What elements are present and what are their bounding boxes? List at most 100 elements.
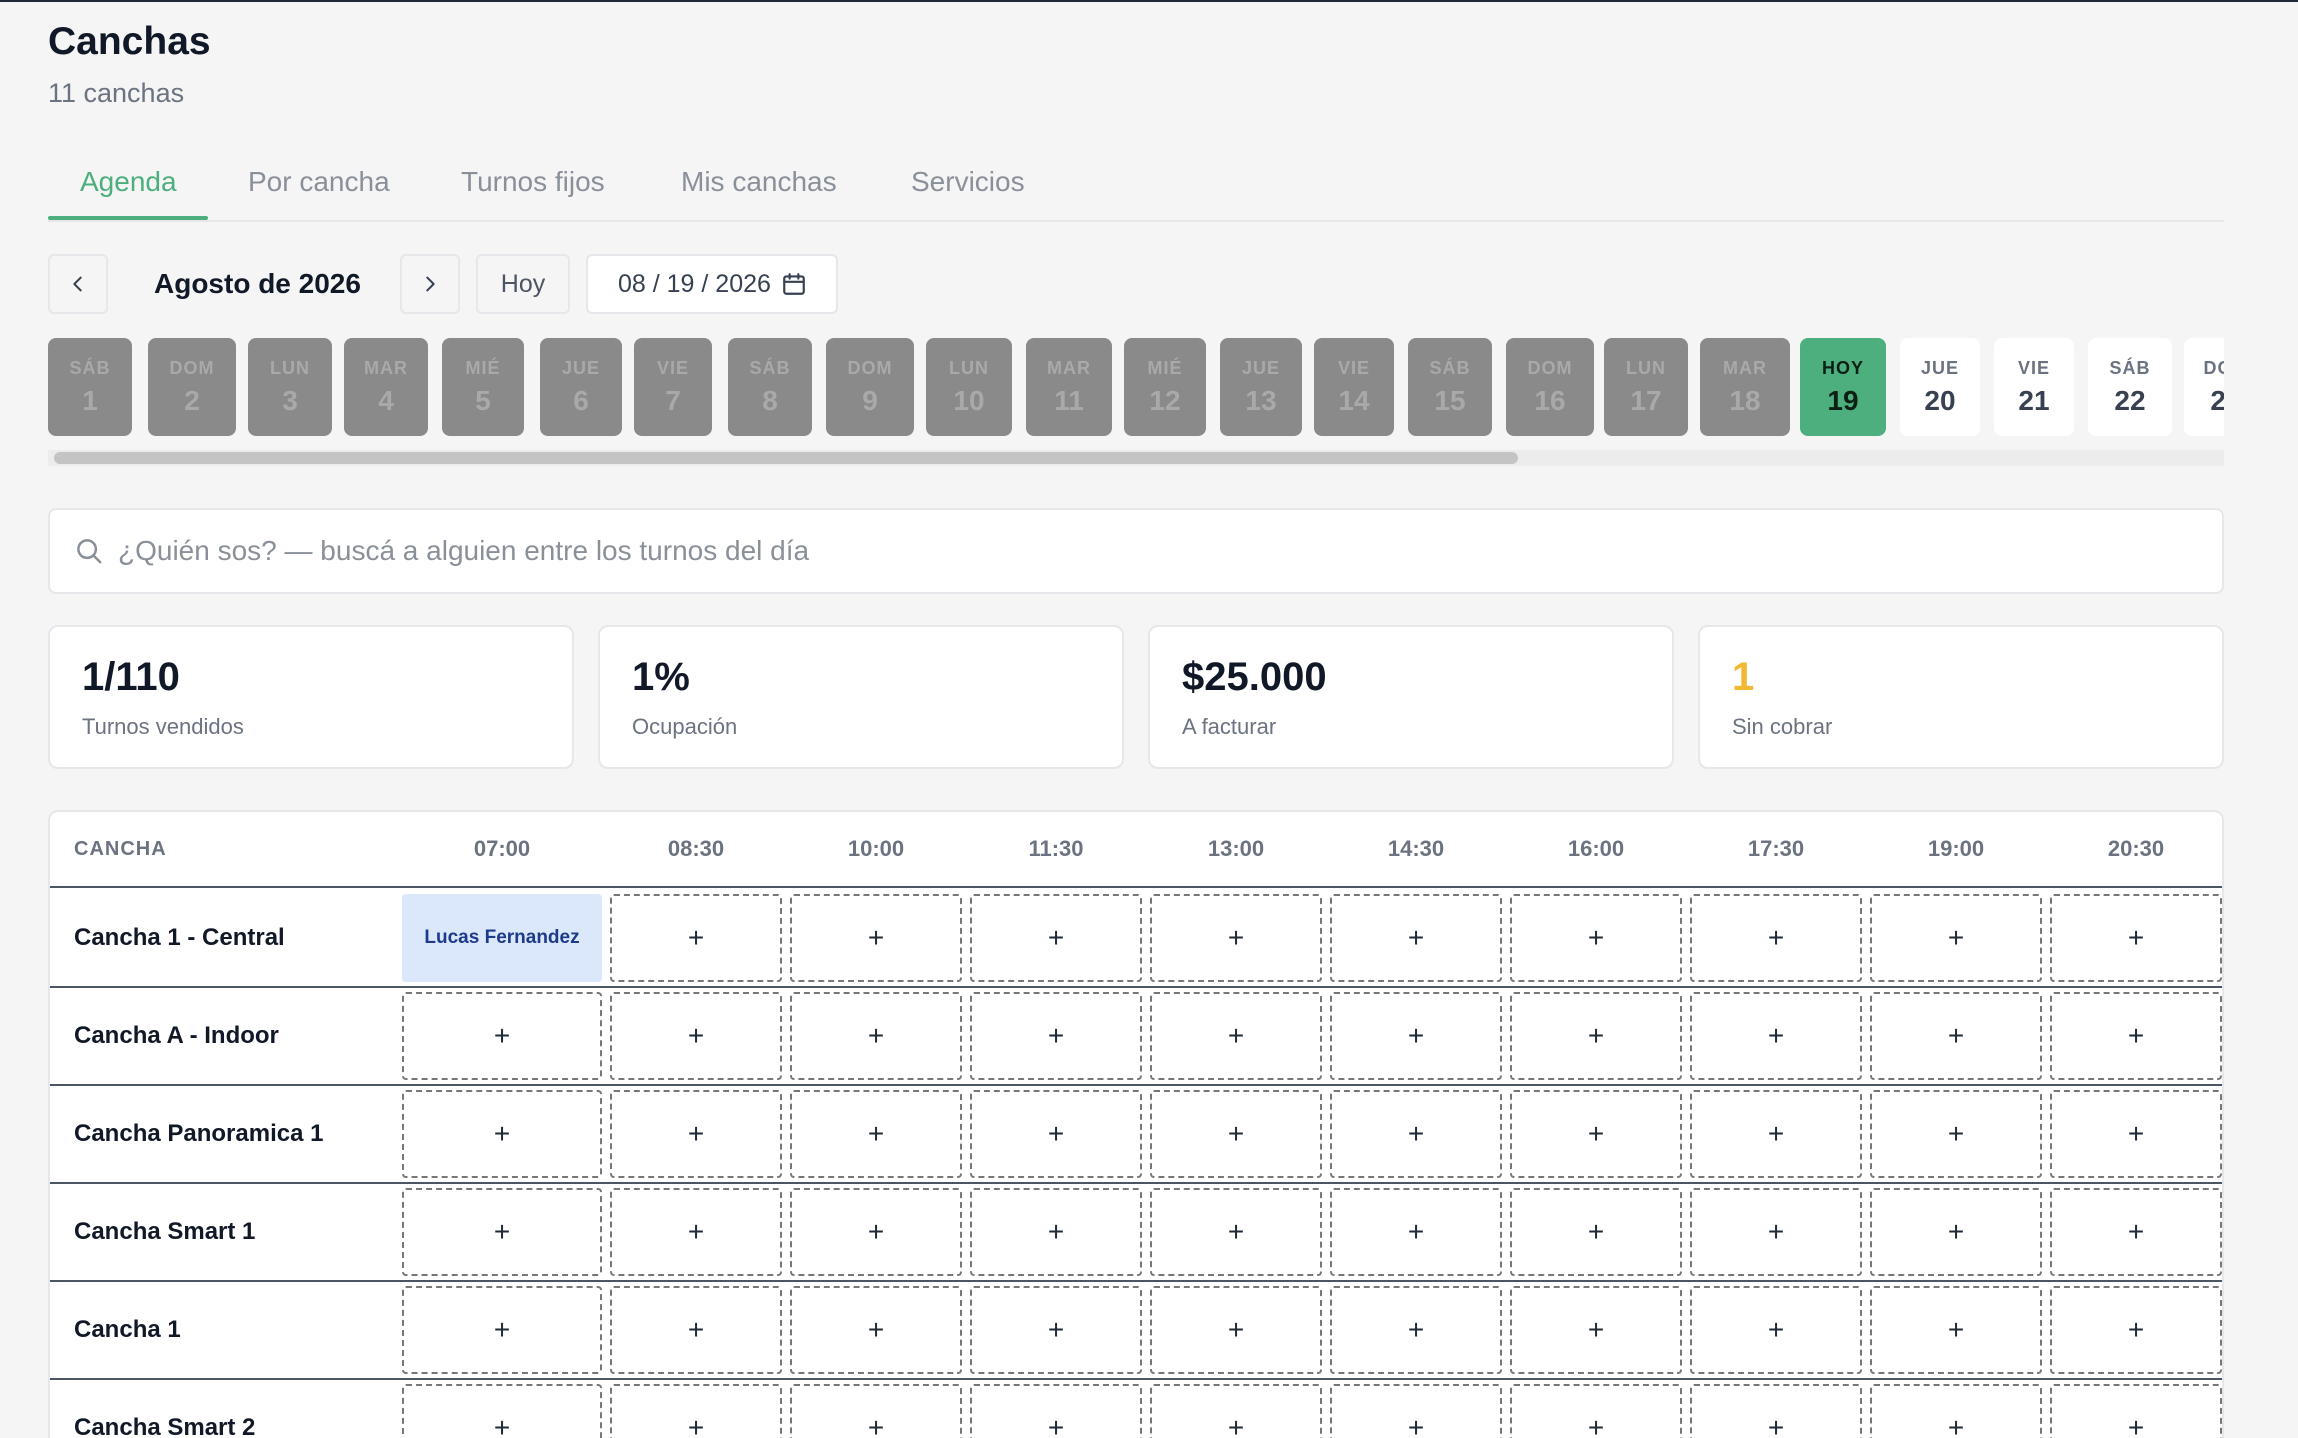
day-chip-2[interactable]: DOM 2 [148,338,236,436]
add-booking-button[interactable]: + [1150,1090,1322,1178]
day-chip-16[interactable]: DOM 16 [1506,338,1594,436]
add-booking-button[interactable]: + [1690,1286,1862,1374]
today-button[interactable]: Hoy [476,254,570,314]
day-chip-11[interactable]: MAR 11 [1026,338,1112,436]
add-booking-button[interactable]: + [970,992,1142,1080]
day-number: 9 [862,384,878,416]
day-chip-18[interactable]: MAR 18 [1700,338,1790,436]
add-booking-button[interactable]: + [2050,1188,2222,1276]
tab-turnos-fijos[interactable]: Turnos fijos [461,166,605,197]
search-input[interactable] [118,535,2118,567]
add-booking-button[interactable]: + [1690,1384,1862,1438]
day-chip-4[interactable]: MAR 4 [344,338,428,436]
day-chip-10[interactable]: LUN 10 [926,338,1012,436]
add-booking-button[interactable]: + [790,1188,962,1276]
day-chip-3[interactable]: LUN 3 [248,338,332,436]
add-booking-button[interactable]: + [790,1384,962,1438]
day-chip-7[interactable]: VIE 7 [634,338,712,436]
add-booking-button[interactable]: + [1330,1188,1502,1276]
stat-a-facturar: $25.000 A facturar [1148,625,1674,769]
day-chip-13[interactable]: JUE 13 [1220,338,1302,436]
add-booking-button[interactable]: + [1330,1384,1502,1438]
add-booking-button[interactable]: + [1330,992,1502,1080]
add-booking-button[interactable]: + [610,1090,782,1178]
add-booking-button[interactable]: + [2050,992,2222,1080]
add-booking-button[interactable]: + [1870,894,2042,982]
day-chip-23[interactable]: DOM 23 [2184,338,2224,436]
add-booking-button[interactable]: + [610,1384,782,1438]
add-booking-button[interactable]: + [402,992,602,1080]
day-weekday: DOM [1527,357,1573,378]
day-chip-15[interactable]: SÁB 15 [1408,338,1492,436]
booking-slot[interactable]: Lucas Fernandez [402,894,602,982]
add-booking-button[interactable]: + [970,894,1142,982]
add-booking-button[interactable]: + [790,1286,962,1374]
add-booking-button[interactable]: + [1870,992,2042,1080]
calendar-icon[interactable] [781,271,807,297]
add-booking-button[interactable]: + [1870,1384,2042,1438]
tab-por-cancha[interactable]: Por cancha [248,166,390,197]
add-booking-button[interactable]: + [970,1384,1142,1438]
day-chip-19[interactable]: HOY 19 [1800,338,1886,436]
add-booking-button[interactable]: + [1510,1384,1682,1438]
add-booking-button[interactable]: + [1510,1188,1682,1276]
day-chip-8[interactable]: SÁB 8 [728,338,812,436]
add-booking-button[interactable]: + [790,992,962,1080]
day-chip-14[interactable]: VIE 14 [1314,338,1394,436]
day-chip-5[interactable]: MIÉ 5 [442,338,524,436]
add-booking-button[interactable]: + [610,992,782,1080]
add-booking-button[interactable]: + [1330,1090,1502,1178]
add-booking-button[interactable]: + [2050,1090,2222,1178]
day-chip-12[interactable]: MIÉ 12 [1124,338,1206,436]
add-booking-button[interactable]: + [402,1286,602,1374]
add-booking-button[interactable]: + [1150,1384,1322,1438]
day-chip-6[interactable]: JUE 6 [540,338,622,436]
add-booking-button[interactable]: + [1150,1286,1322,1374]
court-name: Cancha Smart 1 [74,1218,256,1245]
day-chip-9[interactable]: DOM 9 [826,338,914,436]
day-chip-20[interactable]: JUE 20 [1900,338,1980,436]
add-booking-button[interactable]: + [790,894,962,982]
add-booking-button[interactable]: + [970,1090,1142,1178]
add-booking-button[interactable]: + [1330,894,1502,982]
add-booking-button[interactable]: + [610,894,782,982]
add-booking-button[interactable]: + [1150,894,1322,982]
add-booking-button[interactable]: + [402,1188,602,1276]
add-booking-button[interactable]: + [1870,1286,2042,1374]
add-booking-button[interactable]: + [1690,992,1862,1080]
day-chip-17[interactable]: LUN 17 [1604,338,1688,436]
tab-agenda[interactable]: Agenda [80,166,177,197]
add-booking-button[interactable]: + [1690,1188,1862,1276]
day-chip-1[interactable]: SÁB 1 [48,338,132,436]
add-booking-button[interactable]: + [1510,1286,1682,1374]
add-booking-button[interactable]: + [402,1384,602,1438]
previous-month-button[interactable] [48,254,108,314]
add-booking-button[interactable]: + [610,1188,782,1276]
add-booking-button[interactable]: + [1510,1090,1682,1178]
tab-servicios[interactable]: Servicios [911,166,1025,197]
add-booking-button[interactable]: + [1150,992,1322,1080]
day-scrollbar-thumb[interactable] [54,452,1518,464]
add-booking-button[interactable]: + [1510,992,1682,1080]
add-booking-button[interactable]: + [610,1286,782,1374]
add-booking-button[interactable]: + [1510,894,1682,982]
add-booking-button[interactable]: + [790,1090,962,1178]
add-booking-button[interactable]: + [970,1188,1142,1276]
add-booking-button[interactable]: + [1150,1188,1322,1276]
day-number: 7 [665,384,681,416]
date-field[interactable]: 08 / 19 / 2026 [586,254,838,314]
add-booking-button[interactable]: + [402,1090,602,1178]
add-booking-button[interactable]: + [2050,894,2222,982]
add-booking-button[interactable]: + [1870,1090,2042,1178]
day-chip-21[interactable]: VIE 21 [1994,338,2074,436]
add-booking-button[interactable]: + [1870,1188,2042,1276]
next-month-button[interactable] [400,254,460,314]
add-booking-button[interactable]: + [1690,894,1862,982]
add-booking-button[interactable]: + [1690,1090,1862,1178]
day-chip-22[interactable]: SÁB 22 [2088,338,2172,436]
add-booking-button[interactable]: + [970,1286,1142,1374]
tab-mis-canchas[interactable]: Mis canchas [681,166,837,197]
add-booking-button[interactable]: + [2050,1384,2222,1438]
add-booking-button[interactable]: + [1330,1286,1502,1374]
add-booking-button[interactable]: + [2050,1286,2222,1374]
